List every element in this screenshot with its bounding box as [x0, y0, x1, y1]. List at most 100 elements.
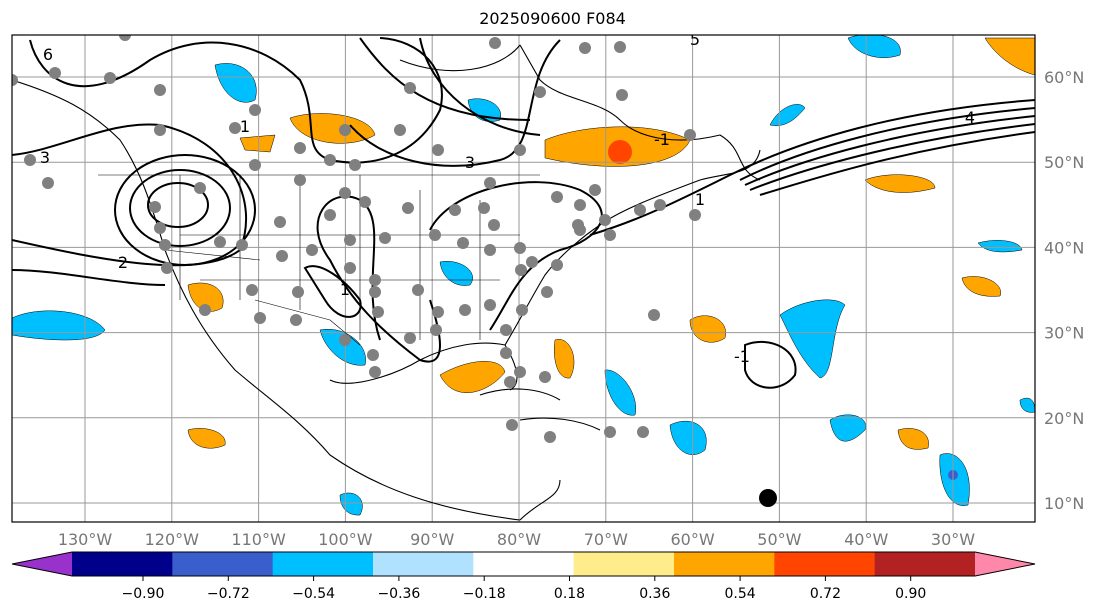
- lon-label: 120°W: [145, 530, 200, 549]
- station-dot: [367, 349, 379, 361]
- colorbar-tick-label: 0.90: [895, 586, 926, 602]
- lon-label: 110°W: [231, 530, 286, 549]
- lon-label: 80°W: [497, 530, 541, 549]
- station-dot: [154, 124, 166, 136]
- colorbar-segment: [774, 552, 876, 576]
- station-dot: [199, 304, 211, 316]
- station-dot: [574, 199, 586, 211]
- station-dot: [551, 191, 563, 203]
- contour-label: 1: [695, 190, 705, 209]
- colorbar-tick-label: −0.90: [122, 586, 165, 602]
- station-dot: [194, 182, 206, 194]
- station-dot: [504, 376, 516, 388]
- station-dot: [119, 35, 131, 41]
- station-dot: [506, 419, 518, 431]
- station-dot: [161, 262, 173, 274]
- colorbar-segment: [72, 552, 173, 576]
- station-dot: [430, 324, 442, 336]
- colorbar-tick-label: −0.18: [463, 586, 506, 602]
- contour-label: 3: [465, 153, 475, 172]
- station-dot: [429, 229, 441, 241]
- station-dot: [344, 262, 356, 274]
- contour-label: -1: [654, 130, 670, 149]
- colorbar-segment: [373, 552, 474, 576]
- station-dot: [49, 67, 61, 79]
- contour-label: -1: [734, 347, 750, 366]
- lat-label: 10°N: [1044, 494, 1084, 513]
- station-dot: [290, 314, 302, 326]
- colorbar-extend-low: [12, 552, 72, 576]
- colorbar-segment: [172, 552, 274, 576]
- contour-label: 1: [240, 117, 250, 136]
- station-dot: [404, 332, 416, 344]
- station-dot: [574, 224, 586, 236]
- station-dot: [648, 309, 660, 321]
- station-dot: [214, 236, 226, 248]
- station-dot: [539, 371, 551, 383]
- station-dot: [306, 244, 318, 256]
- station-dot: [500, 347, 512, 359]
- contour-label: 3: [40, 148, 50, 167]
- station-dot: [484, 299, 496, 311]
- station-dot: [372, 306, 384, 318]
- station-dot: [478, 202, 490, 214]
- station-dot: [432, 144, 444, 156]
- station-dot: [684, 129, 696, 141]
- colorbar-segment: [874, 552, 976, 576]
- contour-label: 5: [690, 30, 700, 49]
- colorbar-extend-high: [975, 552, 1035, 576]
- lon-label: 90°W: [410, 530, 454, 549]
- map-title: 2025090600 F084: [479, 9, 626, 28]
- colorbar-segment: [272, 552, 374, 576]
- colorbar-tick-label: 0.18: [554, 586, 585, 602]
- contour-label: 1: [340, 280, 350, 299]
- station-dot: [246, 284, 258, 296]
- station-dot: [292, 286, 304, 298]
- colorbar-segment: [473, 552, 575, 576]
- contour-label: 4: [965, 108, 975, 127]
- station-dot: [394, 124, 406, 136]
- station-dot: [449, 204, 461, 216]
- political-borders: [98, 174, 540, 346]
- station-dot: [369, 286, 381, 298]
- station-dot: [634, 204, 646, 216]
- station-dot: [432, 306, 444, 318]
- station-dot: [484, 177, 496, 189]
- colorbar: −0.90 −0.72 −0.54 −0.36 −0.18 0.18 0.36 0.54 0.7…: [11, 551, 1036, 602]
- station-dot: [412, 284, 424, 296]
- station-dot: [534, 86, 546, 98]
- colorbar-segment: [674, 552, 775, 576]
- lon-label: 60°W: [671, 530, 715, 549]
- lon-label: 130°W: [58, 530, 113, 549]
- station-dot: [541, 286, 553, 298]
- contour-label: 6: [43, 45, 53, 64]
- lat-label: 60°N: [1044, 68, 1084, 87]
- station-dot: [404, 82, 416, 94]
- station-dot: [254, 312, 266, 324]
- station-dot: [526, 256, 538, 268]
- station-dot: [149, 201, 161, 213]
- station-dot: [154, 222, 166, 234]
- station-dot: [516, 304, 528, 316]
- colorbar-segment: [573, 552, 675, 576]
- colorbar-tick-label: 0.36: [639, 586, 670, 602]
- station-dot: [579, 42, 591, 54]
- station-dot: [294, 174, 306, 186]
- contour-labels: 3 2 1 3 1 4 1 -1 -1 6 5: [40, 30, 975, 366]
- station-dot: [654, 199, 666, 211]
- station-dots: [12, 35, 701, 443]
- station-dot: [24, 154, 36, 166]
- station-dot: [488, 219, 500, 231]
- colorbar-tick-label: −0.36: [377, 586, 420, 602]
- station-dot: [604, 426, 616, 438]
- station-dot: [159, 239, 171, 251]
- station-dot: [236, 239, 248, 251]
- station-dot: [294, 142, 306, 154]
- station-dot: [514, 242, 526, 254]
- station-dot: [459, 304, 471, 316]
- station-dot: [637, 426, 649, 438]
- station-dot: [339, 187, 351, 199]
- anomaly-shading: [12, 35, 1035, 516]
- station-dot: [154, 84, 166, 96]
